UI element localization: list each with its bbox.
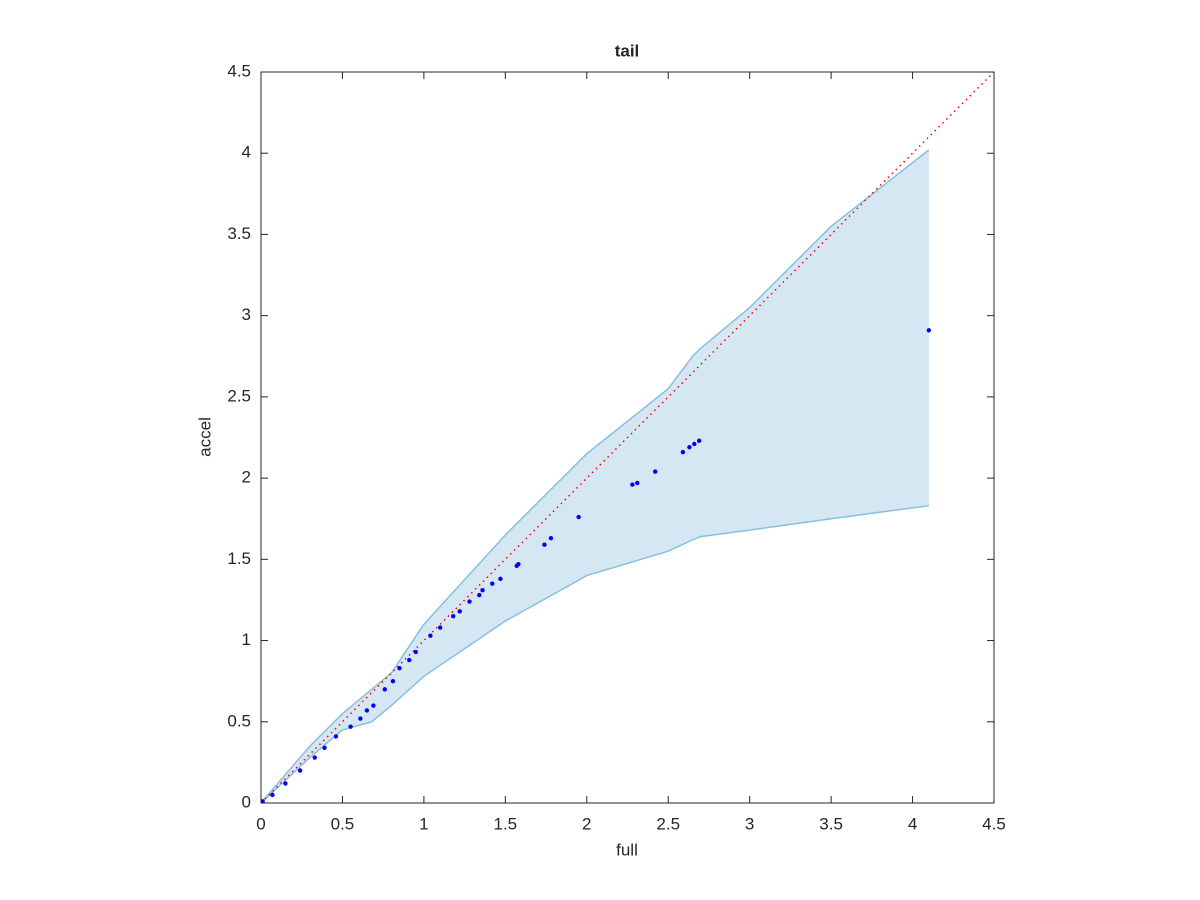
y-tick-label: 1 (242, 630, 251, 649)
data-point (680, 449, 686, 455)
y-axis-label: accel (195, 417, 214, 457)
data-point (630, 482, 635, 487)
x-tick-label: 4 (908, 814, 917, 833)
data-point (635, 480, 640, 486)
data-point (576, 514, 581, 520)
data-point (692, 441, 697, 447)
data-point (451, 613, 456, 619)
data-point (428, 633, 433, 638)
data-point (333, 734, 339, 739)
y-tick-label: 4 (242, 143, 251, 162)
data-point (457, 609, 462, 614)
y-tick-label: 0.5 (227, 711, 251, 730)
x-axis-label: full (616, 840, 638, 859)
x-tick-label: 4.5 (982, 814, 1006, 833)
data-point (652, 469, 658, 474)
data-point (312, 755, 317, 760)
chart-title: tail (615, 41, 640, 60)
x-tick-label: 2 (582, 814, 591, 833)
data-point (358, 716, 363, 721)
x-tick-label: 0.5 (331, 814, 355, 833)
data-point (371, 703, 376, 708)
data-point (437, 625, 443, 630)
data-point (467, 599, 472, 604)
y-tick-label: 0 (242, 792, 251, 811)
data-point (413, 649, 418, 655)
x-tick-label: 0 (256, 814, 265, 833)
data-point (480, 587, 485, 593)
band-upper-edge (260, 149, 930, 804)
data-point (397, 665, 402, 671)
data-point (407, 657, 412, 663)
data-point (297, 768, 303, 773)
x-tick-label: 3 (745, 814, 754, 833)
data-point (270, 792, 275, 798)
data-point (364, 708, 370, 713)
data-point (548, 536, 554, 541)
x-tick-label: 1 (419, 814, 428, 833)
data-point (490, 581, 495, 586)
y-tick-label: 2.5 (227, 386, 251, 405)
y-tick-label: 4.5 (227, 61, 251, 80)
data-point (542, 542, 547, 547)
confidence-band (261, 149, 929, 803)
data-point (382, 687, 387, 692)
data-point (477, 592, 482, 598)
y-tick-label: 3 (242, 305, 251, 324)
data-point (260, 799, 265, 804)
reference-line (260, 71, 995, 804)
data-point (696, 438, 702, 443)
data-point (283, 781, 288, 786)
band-lower-edge (260, 504, 929, 804)
data-point (516, 562, 521, 567)
x-tick-label: 1.5 (494, 814, 518, 833)
data-point (498, 576, 503, 582)
data-point (348, 724, 353, 729)
data-point (390, 678, 396, 684)
axes-box (260, 71, 995, 804)
x-tick-label: 2.5 (656, 814, 680, 833)
data-point (687, 445, 692, 450)
y-tick-label: 2 (242, 468, 251, 487)
data-point (926, 328, 932, 333)
x-tick-label: 3.5 (819, 814, 843, 833)
y-tick-label: 1.5 (227, 549, 251, 568)
data-point (322, 745, 327, 750)
y-tick-label: 3.5 (227, 224, 251, 243)
